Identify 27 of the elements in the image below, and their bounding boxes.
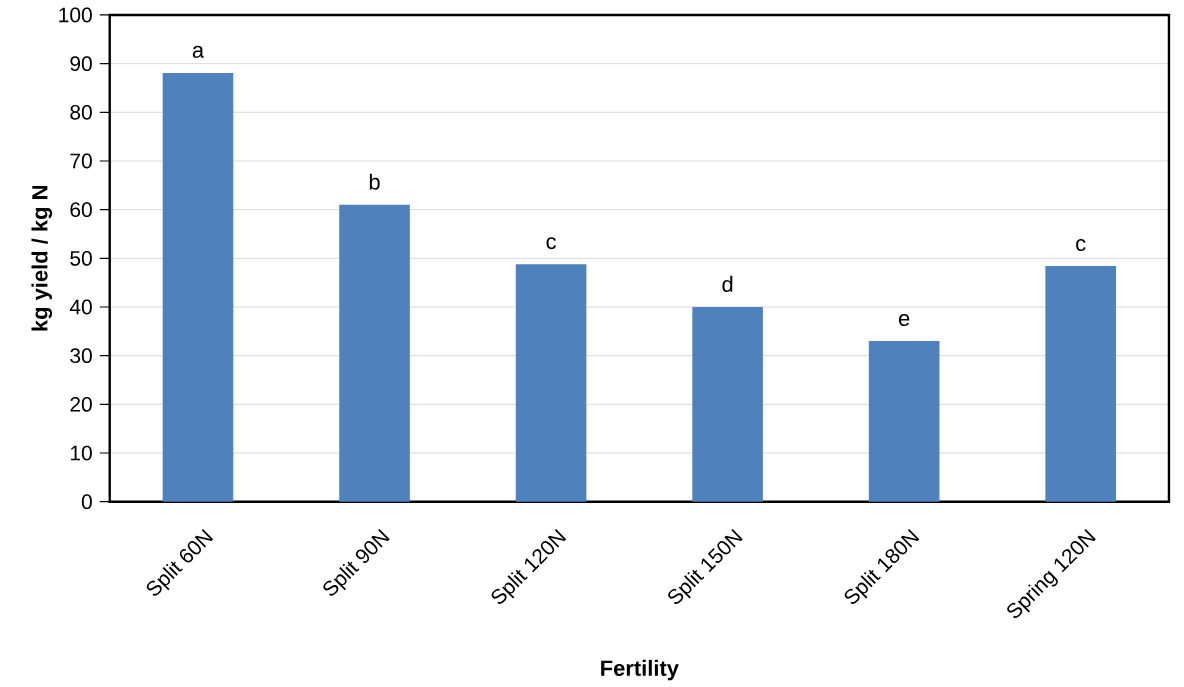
bar bbox=[1045, 266, 1116, 502]
y-tick-label: 100 bbox=[59, 7, 92, 23]
y-tick-label: 80 bbox=[70, 104, 92, 120]
y-tick-label: 40 bbox=[69, 299, 92, 315]
annotation: c bbox=[546, 237, 556, 250]
bar bbox=[692, 307, 763, 502]
annotation: b bbox=[369, 173, 380, 190]
bar bbox=[515, 264, 587, 502]
bar bbox=[339, 204, 410, 502]
y-tick-label: 10 bbox=[70, 445, 92, 461]
annotation: d bbox=[722, 275, 733, 293]
bar bbox=[868, 341, 940, 502]
annotation: e bbox=[898, 314, 910, 327]
y-tick-label: 30 bbox=[70, 348, 92, 364]
y-tick-label: 70 bbox=[70, 153, 92, 169]
y-tick-label: 0 bbox=[81, 494, 92, 510]
bar bbox=[162, 72, 234, 502]
y-tick-label: 90 bbox=[70, 56, 92, 72]
x-tick-label: Split 60N bbox=[146, 529, 214, 596]
x-axis-title: Fertility bbox=[601, 659, 679, 681]
annotation: a bbox=[192, 45, 205, 58]
y-tick-label: 60 bbox=[70, 202, 92, 218]
y-tick-label: 20 bbox=[70, 396, 92, 412]
y-tick-label: 50 bbox=[70, 250, 92, 266]
annotation: c bbox=[1076, 239, 1086, 252]
y-axis-title: kg yield / kg N bbox=[31, 186, 53, 331]
x-tick-label: Split 90N bbox=[323, 529, 390, 596]
